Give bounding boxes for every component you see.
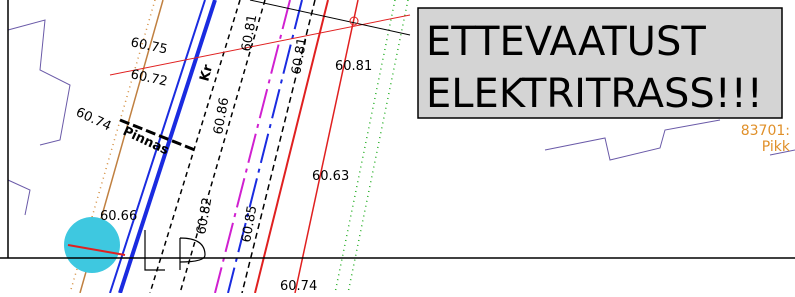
elevation-label: 60.66 [100, 209, 137, 224]
warning-text: ETTEVAATUST [426, 19, 706, 65]
parcel-street: Pikk [762, 139, 791, 155]
elevation-label: 60.63 [312, 169, 349, 184]
elevation-label: 60.81 [335, 59, 372, 74]
parcel-id: 83701: [741, 123, 790, 139]
elevation-label: 60.74 [280, 279, 317, 293]
cad-drawing: 60.75 60.81 Kr 60.81 60.72 60.86 60.74 P… [0, 0, 795, 293]
warning-text: ELEKTRITRASS!!! [426, 71, 763, 117]
